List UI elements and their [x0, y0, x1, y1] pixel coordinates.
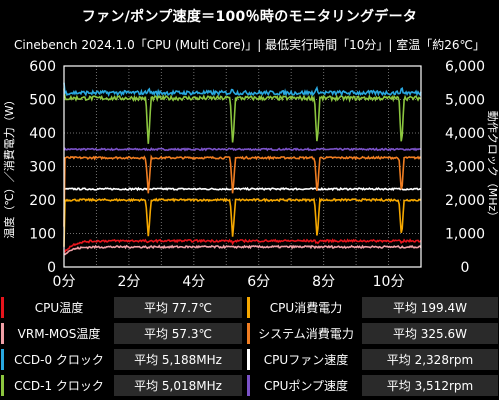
- legend-name-ccd1-clock: CCD-1 クロック: [5, 375, 113, 396]
- legend-name-ccd0-clock: CCD-0 クロック: [5, 349, 113, 370]
- x-tick-label: 0分: [53, 274, 76, 290]
- legend-value-ccd0-clock: 平均 5,188MHz: [114, 349, 242, 370]
- y-tick-label-left: 400: [29, 126, 56, 142]
- y-tick-label-left: 200: [29, 193, 56, 209]
- chart-subtitle: Cinebench 2024.1.0「CPU (Multi Core)」| 最低…: [14, 38, 485, 52]
- legend-row: VRM-MOS温度 平均 57.3℃ システム消費電力 平均 325.6W: [0, 322, 499, 346]
- y-tick-label-left: 300: [29, 160, 56, 176]
- legend-swatch-cpu-power: [247, 297, 250, 318]
- y-tick-label-left: 100: [29, 227, 56, 243]
- legend-name-cpu-temp: CPU温度: [5, 297, 113, 318]
- series-line: [63, 147, 422, 152]
- legend-name-cpu-pump: CPUポンプ速度: [251, 375, 361, 396]
- y-tick-label-left: 500: [29, 93, 56, 109]
- legend-swatch-cpu-temp: [1, 297, 4, 318]
- series-line: [63, 244, 422, 256]
- y-tick-label-right: 2,000: [445, 193, 485, 209]
- legend-swatch-cpu-fan: [247, 349, 250, 370]
- legend-row: CCD-1 クロック 平均 5,018MHz CPUポンプ速度 平均 3,512…: [0, 374, 499, 398]
- series-line: [63, 186, 422, 192]
- y-tick-label-left: 0: [47, 260, 56, 276]
- legend-row: CCD-0 クロック 平均 5,188MHz CPUファン速度 平均 2,328…: [0, 348, 499, 372]
- y-tick-label-right: 3,000: [445, 160, 485, 176]
- monitoring-chart: 0 100 200 300 400 500 600 0 1,000 2,000 3,000 4,000…: [2, 59, 499, 290]
- legend-swatch-ccd0-clock: [1, 349, 4, 370]
- y-tick-label-right: 4,000: [445, 126, 485, 142]
- legend-value-system-power: 平均 325.6W: [362, 323, 498, 344]
- x-tick-label: 4分: [182, 274, 205, 290]
- legend-swatch-vrm-temp: [1, 323, 4, 344]
- legend-value-ccd1-clock: 平均 5,018MHz: [114, 375, 242, 396]
- y-tick-label-right: 1,000: [445, 227, 485, 243]
- y-axis-label-left: 温度（℃）／消費電力（W）: [2, 94, 16, 238]
- legend-swatch-system-power: [247, 323, 250, 344]
- legend-row: CPU温度 平均 77.7℃ CPU消費電力 平均 199.4W: [0, 296, 499, 320]
- x-tick-label: 10分: [373, 274, 405, 290]
- series-line: [63, 88, 422, 144]
- series-line: [63, 238, 422, 253]
- legend-value-cpu-power: 平均 199.4W: [362, 297, 498, 318]
- y-tick-label-right: 6,000: [445, 59, 485, 75]
- legend-name-vrm-temp: VRM-MOS温度: [5, 323, 113, 344]
- plot-frame: [63, 65, 422, 268]
- legend-value-cpu-pump: 平均 3,512rpm: [362, 375, 498, 396]
- legend-value-vrm-temp: 平均 57.3℃: [114, 323, 242, 344]
- chart-title: ファン/ポンプ速度＝100％時のモニタリングデータ: [81, 9, 418, 25]
- x-tick-label: 6分: [247, 274, 270, 290]
- y-tick-label-right: 5,000: [445, 93, 485, 109]
- legend-name-cpu-power: CPU消費電力: [251, 297, 361, 318]
- legend-name-system-power: システム消費電力: [251, 323, 361, 344]
- legend-name-cpu-fan: CPUファン速度: [251, 349, 361, 370]
- x-tick-label: 2分: [117, 274, 140, 290]
- y-tick-label-right: 0: [461, 260, 470, 276]
- legend: CPU温度 平均 77.7℃ CPU消費電力 平均 199.4W VRM-MOS…: [0, 296, 499, 400]
- series-line: [63, 82, 422, 98]
- x-tick-label: 8分: [312, 274, 335, 290]
- series-line: [63, 154, 422, 227]
- legend-swatch-ccd1-clock: [1, 375, 4, 396]
- series-line: [63, 196, 422, 247]
- y-axis-label-right: 動作クロック（MHz）: [486, 111, 499, 223]
- legend-value-cpu-fan: 平均 2,328rpm: [362, 349, 498, 370]
- legend-value-cpu-temp: 平均 77.7℃: [114, 297, 242, 318]
- y-tick-label-left: 600: [29, 59, 56, 75]
- legend-swatch-cpu-pump: [247, 375, 250, 396]
